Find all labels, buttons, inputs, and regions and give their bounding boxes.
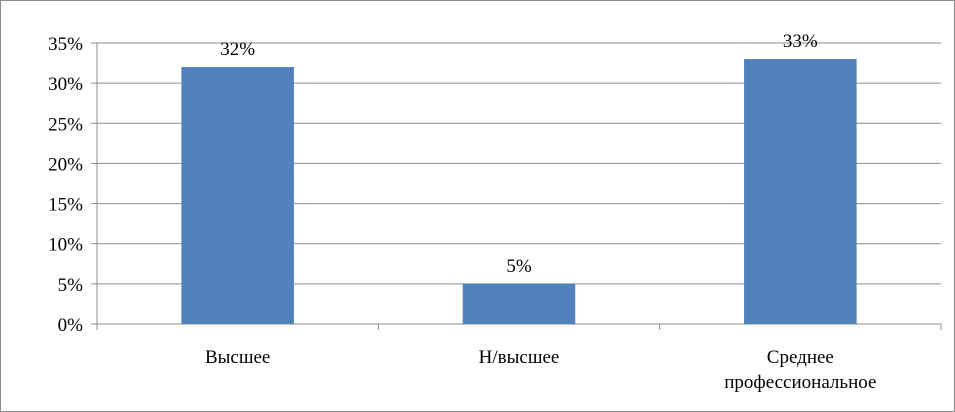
data-label: 5% bbox=[506, 256, 532, 277]
y-tick-label: 10% bbox=[48, 235, 83, 256]
bar bbox=[462, 283, 576, 324]
y-tick-label: 5% bbox=[58, 275, 84, 296]
y-tick-label: 25% bbox=[48, 114, 83, 135]
bar bbox=[744, 59, 857, 325]
x-category-label: Н/высшее bbox=[479, 347, 560, 368]
y-tick-label: 15% bbox=[48, 195, 83, 216]
x-category-label: Высшее bbox=[205, 347, 270, 368]
data-label: 32% bbox=[220, 39, 255, 60]
y-tick-label: 20% bbox=[48, 154, 83, 175]
y-tick-label: 35% bbox=[48, 34, 83, 55]
x-category-label: Среднее bbox=[767, 347, 834, 368]
y-tick-label: 30% bbox=[48, 74, 83, 95]
data-label: 33% bbox=[783, 31, 818, 52]
y-tick-label: 0% bbox=[58, 315, 84, 336]
bar bbox=[181, 67, 294, 324]
x-category-label: профессиональное bbox=[724, 372, 876, 393]
